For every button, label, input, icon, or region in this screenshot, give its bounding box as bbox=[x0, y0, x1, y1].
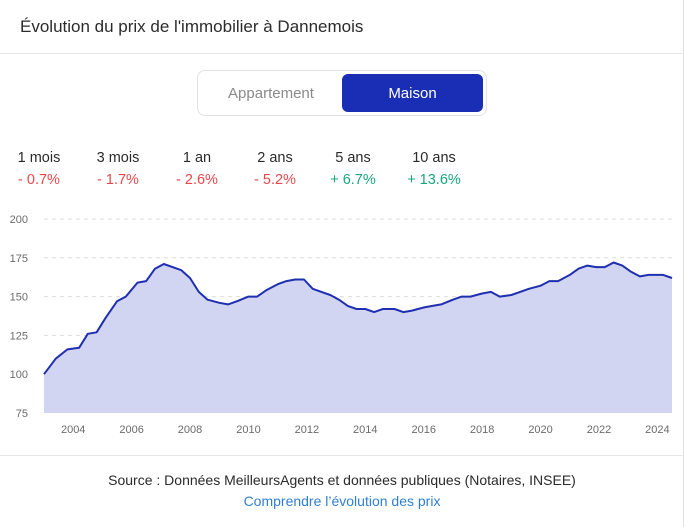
period-value: - 5.2% bbox=[254, 172, 296, 188]
property-type-toggle: Appartement Maison bbox=[197, 70, 487, 116]
period-10-ans: 10 ans + 13.6% bbox=[398, 150, 470, 188]
y-tick-label: 175 bbox=[10, 253, 28, 265]
period-value: + 6.7% bbox=[330, 172, 376, 188]
x-tick-label: 2012 bbox=[295, 424, 319, 436]
x-tick-label: 2022 bbox=[587, 424, 611, 436]
period-label: 1 mois bbox=[17, 150, 61, 166]
toggle-maison-button[interactable]: Maison bbox=[342, 74, 483, 112]
understand-prices-link[interactable]: Comprendre l’évolution des prix bbox=[243, 493, 441, 509]
y-tick-label: 100 bbox=[10, 369, 28, 381]
period-label: 10 ans bbox=[412, 150, 456, 166]
period-variations: 1 mois - 0.7% 3 mois - 1.7% 1 an - 2.6% … bbox=[0, 150, 684, 194]
y-tick-label: 200 bbox=[10, 214, 28, 226]
x-tick-label: 2016 bbox=[411, 424, 435, 436]
x-tick-label: 2004 bbox=[61, 424, 85, 436]
period-value: + 13.6% bbox=[407, 172, 461, 188]
y-tick-label: 75 bbox=[16, 408, 28, 420]
period-5-ans: 5 ans + 6.7% bbox=[322, 150, 384, 188]
x-tick-label: 2020 bbox=[528, 424, 552, 436]
series-line bbox=[43, 261, 673, 375]
x-tick-label: 2018 bbox=[470, 424, 494, 436]
price-chart: 75 100 125 150 175 200 2004 2006 2008 2010 2012 20… bbox=[10, 214, 673, 436]
x-tick-label: 2008 bbox=[178, 424, 202, 436]
series-area bbox=[44, 262, 672, 413]
period-label: 2 ans bbox=[257, 150, 293, 166]
period-value: - 0.7% bbox=[18, 172, 60, 188]
y-tick-label: 150 bbox=[10, 292, 28, 304]
period-label: 5 ans bbox=[335, 150, 371, 166]
period-2-ans: 2 ans - 5.2% bbox=[244, 150, 306, 188]
x-tick-label: 2024 bbox=[645, 424, 669, 436]
period-3-mois: 3 mois - 1.7% bbox=[86, 150, 150, 188]
card-header: Évolution du prix de l'immobilier à Dann… bbox=[0, 0, 684, 54]
x-tick-label: 2014 bbox=[353, 424, 377, 436]
period-1-mois: 1 mois - 0.7% bbox=[8, 150, 70, 188]
x-tick-label: 2010 bbox=[236, 424, 260, 436]
period-1-an: 1 an - 2.6% bbox=[166, 150, 228, 188]
period-value: - 1.7% bbox=[97, 172, 139, 188]
x-tick-label: 2006 bbox=[119, 424, 143, 436]
y-tick-label: 125 bbox=[10, 330, 28, 342]
period-label: 3 mois bbox=[96, 150, 140, 166]
period-value: - 2.6% bbox=[176, 172, 218, 188]
toggle-appartement-button[interactable]: Appartement bbox=[228, 84, 314, 102]
page-title: Évolution du prix de l'immobilier à Dann… bbox=[20, 17, 364, 36]
card-footer: Source : Données MeilleursAgents et donn… bbox=[0, 455, 684, 527]
period-label: 1 an bbox=[182, 150, 212, 166]
source-text: Source : Données MeilleursAgents et donn… bbox=[108, 472, 576, 488]
